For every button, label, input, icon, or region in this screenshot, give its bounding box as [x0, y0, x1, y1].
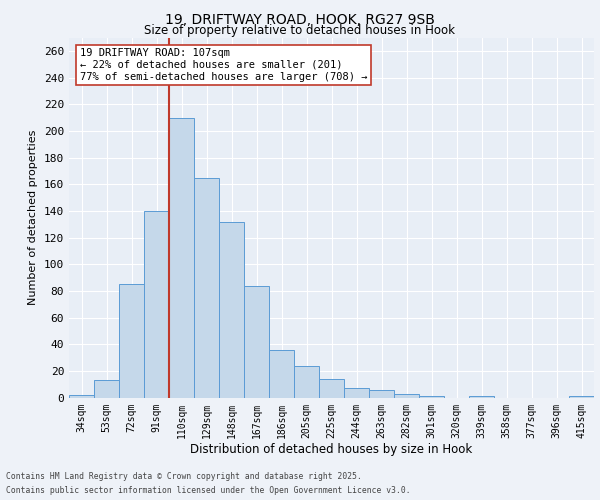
Bar [144, 211, 169, 398]
Bar [369, 390, 394, 398]
Bar [319, 379, 344, 398]
Bar [344, 388, 369, 398]
Bar [269, 350, 294, 398]
Bar [69, 395, 94, 398]
Bar [244, 286, 269, 398]
Bar [419, 396, 444, 398]
Bar [569, 396, 594, 398]
Bar [394, 394, 419, 398]
Bar [119, 284, 144, 398]
Bar [219, 222, 244, 398]
Bar [469, 396, 494, 398]
Text: 19 DRIFTWAY ROAD: 107sqm
← 22% of detached houses are smaller (201)
77% of semi-: 19 DRIFTWAY ROAD: 107sqm ← 22% of detach… [79, 48, 367, 82]
Bar [294, 366, 319, 398]
X-axis label: Distribution of detached houses by size in Hook: Distribution of detached houses by size … [190, 443, 473, 456]
Text: Contains HM Land Registry data © Crown copyright and database right 2025.: Contains HM Land Registry data © Crown c… [6, 472, 362, 481]
Text: Size of property relative to detached houses in Hook: Size of property relative to detached ho… [145, 24, 455, 37]
Y-axis label: Number of detached properties: Number of detached properties [28, 130, 38, 305]
Text: Contains public sector information licensed under the Open Government Licence v3: Contains public sector information licen… [6, 486, 410, 495]
Bar [194, 178, 219, 398]
Bar [94, 380, 119, 398]
Text: 19, DRIFTWAY ROAD, HOOK, RG27 9SB: 19, DRIFTWAY ROAD, HOOK, RG27 9SB [165, 12, 435, 26]
Bar [169, 118, 194, 398]
